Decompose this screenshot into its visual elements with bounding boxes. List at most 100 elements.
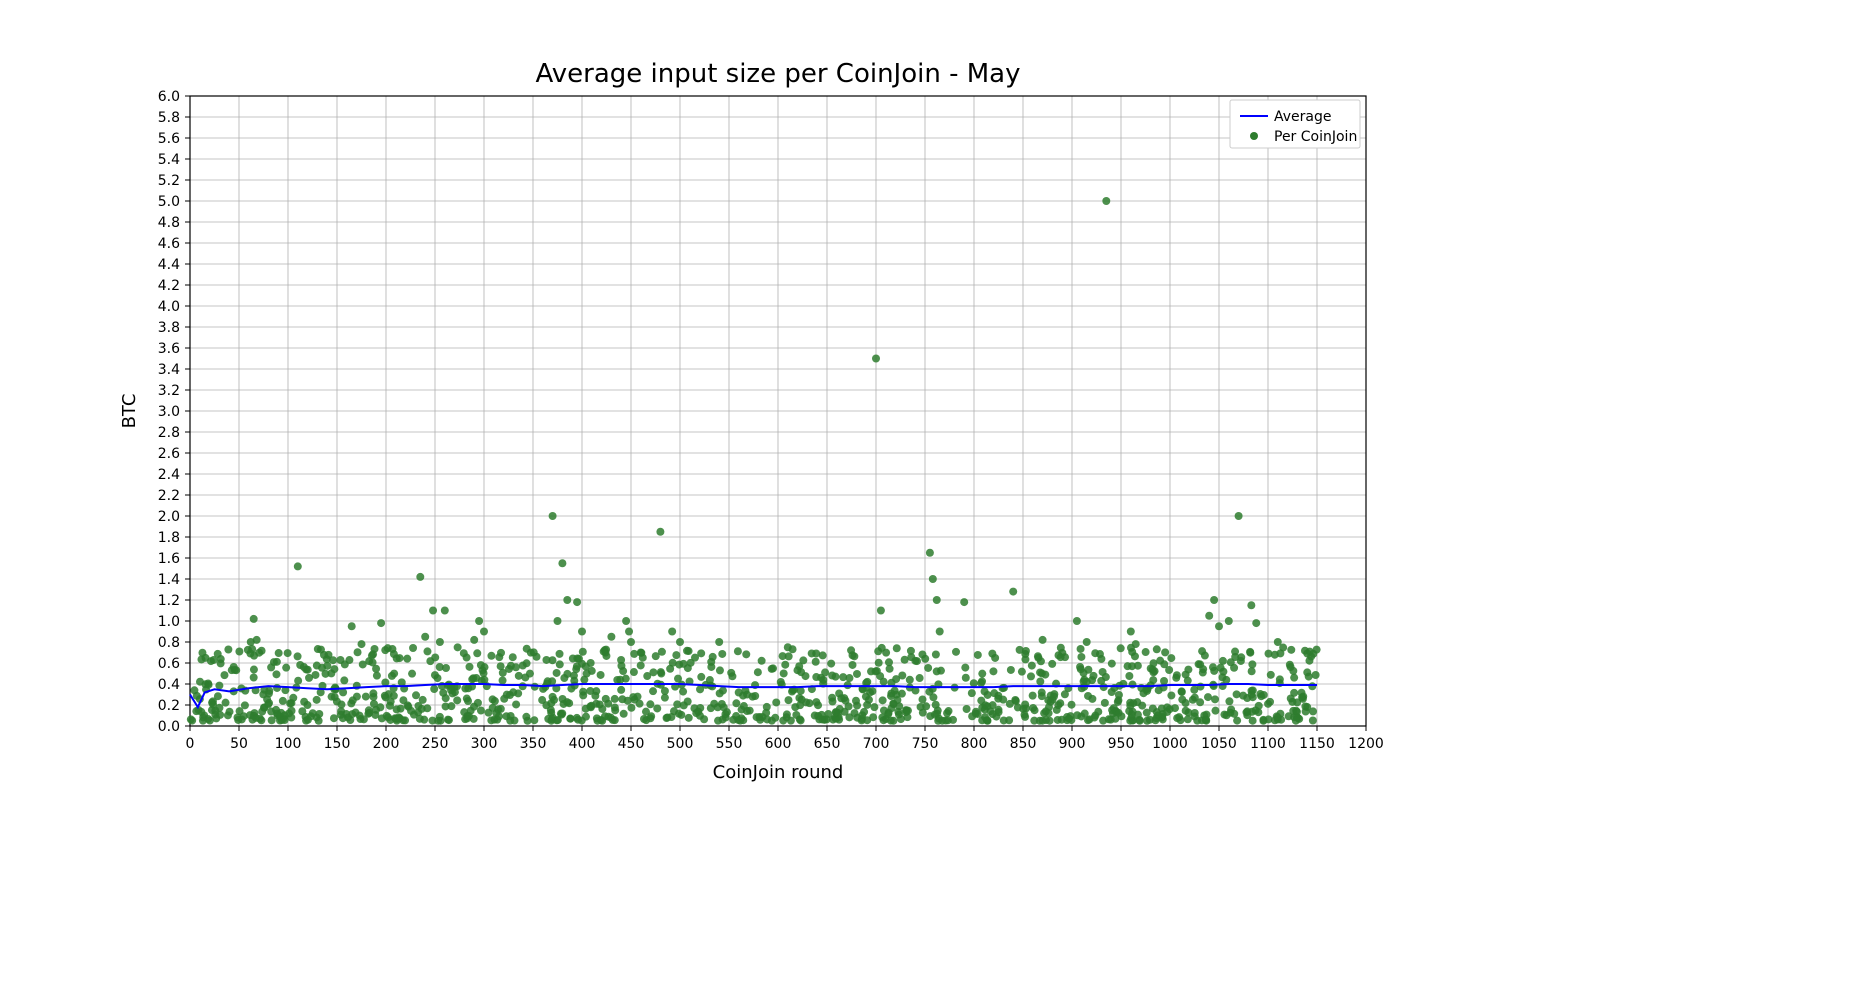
scatter-point (1247, 601, 1255, 609)
scatter-point (563, 596, 571, 604)
x-axis-label: CoinJoin round (713, 762, 844, 783)
scatter-point (607, 633, 615, 641)
scatter-point (1252, 619, 1260, 627)
y-tick-label: 4.0 (158, 299, 180, 315)
legend: Average Per CoinJoin (1230, 100, 1360, 148)
legend-label: Per CoinJoin (1274, 129, 1357, 145)
x-tick-label: 150 (324, 736, 351, 752)
scatter-point (936, 628, 944, 636)
scatter-point (1039, 636, 1047, 644)
x-tick-label: 300 (471, 736, 498, 752)
x-tick-label: 900 (1059, 736, 1086, 752)
scatter-point (573, 598, 581, 606)
scatter-point (294, 562, 302, 570)
scatter-point (656, 528, 664, 536)
scatter-point (872, 355, 880, 363)
scatter-point (1235, 512, 1243, 520)
x-tick-label: 400 (569, 736, 596, 752)
scatter-point (348, 622, 356, 630)
scatter-point (554, 617, 562, 625)
y-tick-label: 5.6 (158, 131, 180, 147)
scatter-point (1210, 596, 1218, 604)
scatter-point (421, 633, 429, 641)
y-tick-label: 2.4 (158, 467, 180, 483)
scatter-point (429, 607, 437, 615)
scatter-point (1225, 617, 1233, 625)
x-tick-label: 350 (520, 736, 547, 752)
x-tick-label: 200 (373, 736, 400, 752)
y-tick-label: 2.8 (158, 425, 180, 441)
y-tick-label: 4.6 (158, 236, 180, 252)
scatter-point (377, 619, 385, 627)
scatter-point (480, 628, 488, 636)
x-tick-label: 650 (814, 736, 841, 752)
scatter-point (676, 638, 684, 646)
y-tick-label: 4.2 (158, 278, 180, 294)
chart-svg: 0501001502002503003504004505005506006507… (0, 0, 1853, 991)
scatter-point (253, 636, 261, 644)
scatter-point (1083, 638, 1091, 646)
scatter-point (625, 628, 633, 636)
y-tick-label: 1.8 (158, 530, 180, 546)
scatter-point (637, 649, 645, 657)
scatter-point (436, 638, 444, 646)
chart-container: 0501001502002503003504004505005506006507… (0, 0, 1853, 991)
y-tick-label: 3.4 (158, 362, 180, 378)
x-tick-label: 850 (1010, 736, 1037, 752)
chart-title: Average input size per CoinJoin - May (535, 59, 1020, 89)
y-axis-label: BTC (119, 394, 140, 429)
scatter-point (1102, 197, 1110, 205)
scatter-point (1132, 640, 1140, 648)
x-tick-label: 550 (716, 736, 743, 752)
x-tick-label: 600 (765, 736, 792, 752)
scatter-point (668, 628, 676, 636)
y-tick-label: 2.0 (158, 509, 180, 525)
scatter-point (627, 638, 635, 646)
x-tick-label: 250 (422, 736, 449, 752)
y-tick-label: 0.0 (158, 719, 180, 735)
y-tick-label: 4.8 (158, 215, 180, 231)
scatter-point (416, 573, 424, 581)
scatter-point (475, 617, 483, 625)
scatter-point (926, 549, 934, 557)
y-tick-label: 1.2 (158, 593, 180, 609)
scatter-point (960, 598, 968, 606)
y-tick-label: 5.2 (158, 173, 180, 189)
x-tick-label: 1200 (1348, 736, 1384, 752)
x-tick-label: 450 (618, 736, 645, 752)
scatter-point (929, 575, 937, 583)
x-tick-label: 950 (1108, 736, 1135, 752)
x-tick-label: 1050 (1201, 736, 1237, 752)
scatter-point (1127, 628, 1135, 636)
scatter-point (441, 607, 449, 615)
y-tick-label: 0.2 (158, 698, 180, 714)
scatter-point (1009, 588, 1017, 596)
y-tick-label: 5.8 (158, 110, 180, 126)
y-tick-label: 0.6 (158, 656, 180, 672)
y-tick-label: 1.6 (158, 551, 180, 567)
scatter-point (622, 617, 630, 625)
scatter-point (1205, 612, 1213, 620)
scatter-point (558, 559, 566, 567)
scatter-point (358, 640, 366, 648)
y-tick-label: 2.6 (158, 446, 180, 462)
scatter-point (578, 628, 586, 636)
scatter-point (1215, 622, 1223, 630)
y-tick-label: 1.0 (158, 614, 180, 630)
y-tick-label: 0.4 (158, 677, 180, 693)
x-tick-label: 500 (667, 736, 694, 752)
y-tick-label: 6.0 (158, 89, 180, 105)
x-tick-label: 50 (230, 736, 248, 752)
x-tick-label: 100 (275, 736, 302, 752)
legend-label: Average (1274, 109, 1332, 125)
legend-marker-icon (1250, 132, 1258, 140)
y-tick-label: 0.8 (158, 635, 180, 651)
y-tick-label: 2.2 (158, 488, 180, 504)
scatter-point (933, 596, 941, 604)
y-tick-label: 5.4 (158, 152, 180, 168)
x-tick-label: 1000 (1152, 736, 1188, 752)
x-tick-label: 1150 (1299, 736, 1335, 752)
x-tick-label: 700 (863, 736, 890, 752)
x-tick-label: 750 (912, 736, 939, 752)
y-tick-label: 3.8 (158, 320, 180, 336)
